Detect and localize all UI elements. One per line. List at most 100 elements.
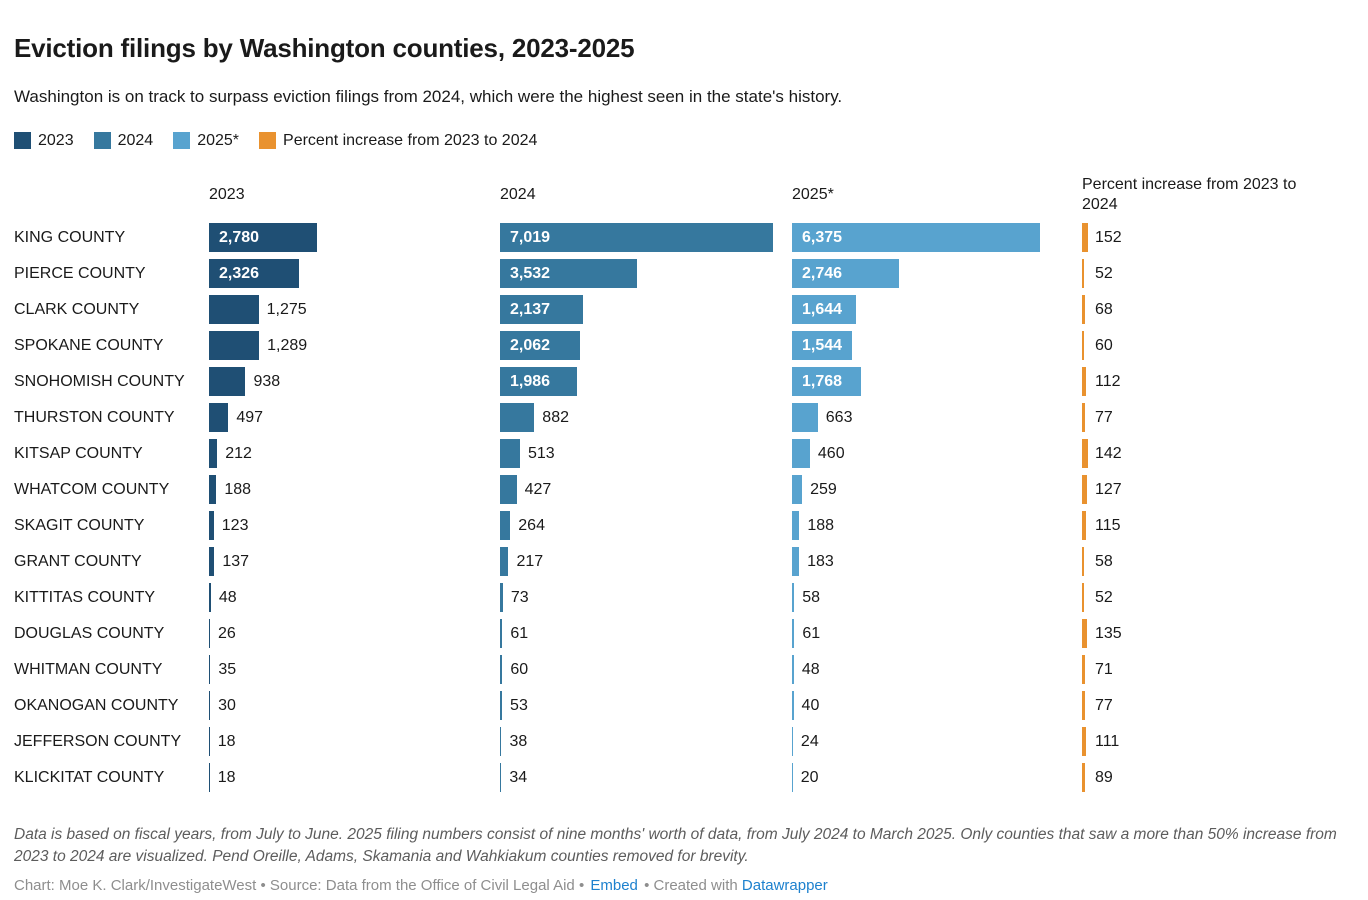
bar-2025	[792, 618, 795, 648]
value-label-2025: 1,644	[802, 300, 843, 318]
value-label-2023: 48	[218, 588, 237, 606]
bar-cell-2025: 188	[792, 508, 1082, 544]
bar-cell-2025: 58	[792, 580, 1082, 616]
bar-percent-increase	[1082, 438, 1088, 468]
value-label-percent-increase: 127	[1095, 480, 1122, 498]
bar-2024	[500, 366, 578, 396]
bar-2025	[792, 510, 800, 540]
value-label-2023: 123	[221, 516, 249, 534]
bar-2023	[209, 654, 211, 684]
chart-subtitle: Washington is on track to surpass evicti…	[14, 86, 843, 106]
bar-2025	[792, 690, 794, 720]
bar-2024	[500, 510, 511, 540]
bar-cell-2023: 18	[209, 724, 500, 760]
table-row: WHATCOM COUNTY 188 427 259 127	[14, 472, 1354, 508]
credit-text-created-with: • Created with	[644, 877, 738, 895]
bar-percent-increase	[1082, 258, 1085, 288]
bar-cell-percent-increase: 127	[1082, 472, 1354, 508]
datawrapper-link[interactable]: Datawrapper	[741, 877, 828, 895]
bar-2023	[209, 438, 218, 468]
county-label: SNOHOMISH COUNTY	[14, 372, 185, 390]
legend-label: Percent increase from 2023 to 2024	[283, 131, 538, 149]
bar-cell-2024: 60	[500, 652, 792, 688]
bar-cell-percent-increase: 115	[1082, 508, 1354, 544]
bar-cell-percent-increase: 152	[1082, 220, 1354, 256]
bar-cell-2023: 123	[209, 508, 500, 544]
bar-cell-2025: 48	[792, 652, 1082, 688]
table-row: DOUGLAS COUNTY 26 61 61 135	[14, 616, 1354, 652]
bar-percent-increase	[1082, 222, 1088, 252]
table-row: KLICKITAT COUNTY 18 34 20 89	[14, 760, 1354, 796]
bar-cell-2025: 24	[792, 724, 1082, 760]
bar-2023	[209, 762, 210, 792]
bar-cell-2023: 212	[209, 436, 500, 472]
value-label-2025: 6,375	[802, 228, 843, 246]
bar-cell-2023: 26	[209, 616, 500, 652]
value-label-percent-increase: 89	[1095, 768, 1113, 786]
bar-cell-2025: 259	[792, 472, 1082, 508]
county-label: OKANOGAN COUNTY	[14, 696, 179, 714]
bar-2025	[792, 546, 800, 576]
value-label-2024: 60	[510, 660, 529, 678]
value-label-2025: 20	[800, 768, 819, 786]
value-label-percent-increase: 112	[1095, 372, 1121, 390]
value-label-2025: 259	[810, 480, 837, 498]
bar-2024	[500, 258, 638, 288]
bar-2024	[500, 654, 503, 684]
value-label-2023: 30	[218, 696, 236, 714]
bar-2023	[209, 366, 246, 396]
value-label-2023: 2,780	[219, 228, 260, 246]
bar-2024	[500, 582, 503, 612]
bar-cell-2023: 48	[209, 580, 500, 616]
bar-2023	[209, 582, 211, 612]
value-label-percent-increase: 142	[1095, 444, 1122, 462]
county-label: KITTITAS COUNTY	[14, 588, 156, 606]
table-row: SPOKANE COUNTY 1,289 2,062 1,544 60	[14, 328, 1354, 364]
value-label-2023: 18	[217, 732, 236, 750]
value-label-2025: 183	[807, 552, 834, 570]
value-label-2024: 3,532	[510, 264, 551, 282]
legend-label: 2024	[117, 131, 154, 149]
bar-2023	[209, 330, 260, 360]
bar-2024	[500, 546, 509, 576]
bar-cell-percent-increase: 77	[1082, 400, 1354, 436]
county-label: DOUGLAS COUNTY	[14, 624, 165, 642]
table-row: THURSTON COUNTY 497 882 663 77	[14, 400, 1354, 436]
legend: 2023 2024 2025* Percent increase from 20…	[14, 132, 1354, 150]
value-label-2024: 73	[510, 588, 529, 606]
bar-2024	[500, 690, 503, 720]
value-label-2023: 497	[236, 408, 264, 426]
value-label-2025: 58	[802, 588, 821, 606]
bar-percent-increase	[1082, 618, 1088, 648]
column-header-2024: 2024	[500, 185, 536, 203]
bar-2024	[500, 474, 517, 504]
bar-2023	[209, 618, 210, 648]
value-label-2025: 48	[801, 660, 820, 678]
bar-percent-increase	[1082, 510, 1087, 540]
bar-cell-2023: 35	[209, 652, 500, 688]
bar-2025	[792, 222, 1040, 252]
bar-2023	[209, 546, 215, 576]
embed-link[interactable]: Embed	[590, 877, 638, 895]
value-label-2024: 2,137	[510, 300, 551, 318]
bar-2023	[209, 726, 210, 756]
bar-2025	[792, 582, 795, 612]
legend-item-percent-increase: Percent increase from 2023 to 2024	[259, 132, 537, 150]
bar-cell-2025: 2,746	[792, 256, 1082, 292]
bar-cell-2023: 938	[209, 364, 500, 400]
legend-swatch-percent-icon	[259, 132, 277, 150]
bar-2025	[792, 366, 861, 396]
table-row: WHITMAN COUNTY 35 60 48 71	[14, 652, 1354, 688]
bar-2025	[792, 438, 810, 468]
bar-2025	[792, 294, 856, 324]
value-label-2024: 217	[516, 552, 544, 570]
value-label-percent-increase: 52	[1095, 264, 1113, 282]
county-label: SPOKANE COUNTY	[14, 336, 164, 354]
bar-2024	[500, 438, 520, 468]
county-label: KLICKITAT COUNTY	[14, 768, 165, 786]
bar-cell-percent-increase: 71	[1082, 652, 1354, 688]
bar-cell-percent-increase: 142	[1082, 436, 1354, 472]
bar-2024	[500, 618, 503, 648]
county-label: WHATCOM COUNTY	[14, 480, 170, 498]
